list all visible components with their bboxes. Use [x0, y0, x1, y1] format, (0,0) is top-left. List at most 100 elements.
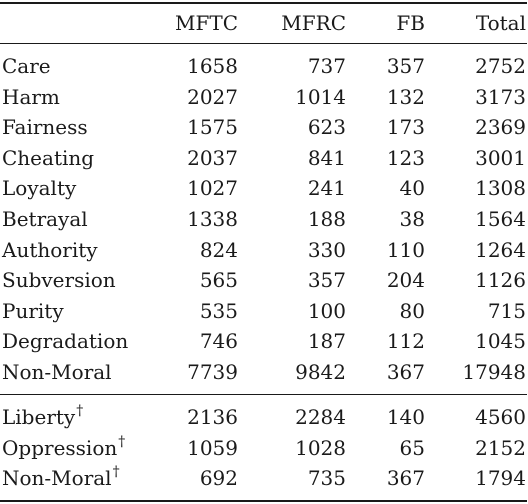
cell-mftc: 2037 — [187, 146, 238, 170]
cell-total: 2369 — [475, 115, 526, 139]
table-row: Non-Moral† 692 735 367 1794 — [0, 463, 528, 493]
bottom-rule — [0, 500, 527, 502]
cell-mftc: 1027 — [187, 176, 238, 200]
table-row: Harm 2027 1014 132 3173 — [0, 82, 528, 112]
cell-total: 2752 — [475, 54, 526, 78]
cell-fb: 367 — [386, 466, 425, 490]
header-row: MFTC MFRC FB Total — [0, 8, 528, 38]
cell-mfrc: 1028 — [295, 436, 346, 460]
row-label-text: Oppression — [2, 436, 118, 460]
cell-mftc: 692 — [199, 466, 238, 490]
row-label-text: Liberty — [2, 405, 76, 429]
cell-total: 1126 — [475, 268, 526, 292]
cell-mftc: 2027 — [187, 85, 238, 109]
row-label: Loyalty — [2, 176, 77, 200]
cell-fb: 40 — [399, 176, 425, 200]
cell-fb: 38 — [399, 207, 425, 231]
row-label: Oppression† — [2, 433, 125, 466]
table-row: Non-Moral 7739 9842 367 17948 — [0, 357, 528, 387]
cell-mftc: 7739 — [187, 360, 238, 384]
cell-total: 1564 — [475, 207, 526, 231]
row-label: Liberty† — [2, 402, 83, 435]
cell-mfrc: 100 — [307, 299, 346, 323]
cell-total: 1308 — [475, 176, 526, 200]
top-rule — [0, 2, 527, 4]
cell-fb: 80 — [399, 299, 425, 323]
cell-fb: 112 — [386, 329, 425, 353]
table-row: Betrayal 1338 188 38 1564 — [0, 204, 528, 234]
cell-total: 1264 — [475, 238, 526, 262]
cell-mftc: 565 — [199, 268, 238, 292]
row-label-text: Non-Moral — [2, 466, 112, 490]
cell-fb: 173 — [386, 115, 425, 139]
cell-mftc: 1658 — [187, 54, 238, 78]
cell-fb: 357 — [386, 54, 425, 78]
cell-mfrc: 735 — [307, 466, 346, 490]
cell-total: 3173 — [475, 85, 526, 109]
dagger-mark: † — [118, 434, 126, 450]
cell-mftc: 746 — [199, 329, 238, 353]
cell-mftc: 535 — [199, 299, 238, 323]
header-fb: FB — [396, 11, 425, 35]
row-label: Fairness — [2, 115, 88, 139]
table-row: Liberty† 2136 2284 140 4560 — [0, 402, 528, 432]
cell-mftc: 1338 — [187, 207, 238, 231]
cell-mfrc: 623 — [307, 115, 346, 139]
cell-mftc: 1575 — [187, 115, 238, 139]
row-label: Betrayal — [2, 207, 88, 231]
cell-fb: 65 — [399, 436, 425, 460]
cell-fb: 140 — [386, 405, 425, 429]
row-label: Authority — [2, 238, 98, 262]
cell-total: 1045 — [475, 329, 526, 353]
cell-mftc: 1059 — [187, 436, 238, 460]
cell-mfrc: 188 — [307, 207, 346, 231]
table-row: Fairness 1575 623 173 2369 — [0, 112, 528, 142]
cell-mfrc: 737 — [307, 54, 346, 78]
header-mfrc: MFRC — [281, 11, 346, 35]
header-mftc: MFTC — [175, 11, 238, 35]
cell-total: 4560 — [475, 405, 526, 429]
header-total: Total — [475, 11, 526, 35]
table-row: Care 1658 737 357 2752 — [0, 51, 528, 81]
cell-total: 17948 — [462, 360, 526, 384]
cell-total: 715 — [487, 299, 526, 323]
row-label: Care — [2, 54, 51, 78]
cell-mftc: 2136 — [187, 405, 238, 429]
table-row: Purity 535 100 80 715 — [0, 296, 528, 326]
table-row: Loyalty 1027 241 40 1308 — [0, 173, 528, 203]
cell-mfrc: 841 — [307, 146, 346, 170]
dagger-mark: † — [76, 403, 84, 419]
row-label: Degradation — [2, 329, 129, 353]
row-label: Subversion — [2, 268, 116, 292]
row-label: Harm — [2, 85, 60, 109]
row-label: Non-Moral† — [2, 463, 120, 496]
cell-fb: 123 — [386, 146, 425, 170]
cell-mfrc: 1014 — [295, 85, 346, 109]
row-label: Purity — [2, 299, 64, 323]
cell-mfrc: 187 — [307, 329, 346, 353]
table-row: Degradation 746 187 112 1045 — [0, 326, 528, 356]
table-row: Subversion 565 357 204 1126 — [0, 265, 528, 295]
cell-total: 1794 — [475, 466, 526, 490]
dagger-mark: † — [112, 464, 120, 480]
cell-fb: 132 — [386, 85, 425, 109]
cell-total: 2152 — [475, 436, 526, 460]
cell-mfrc: 9842 — [295, 360, 346, 384]
cell-mfrc: 357 — [307, 268, 346, 292]
header-rule — [0, 43, 527, 44]
row-label: Cheating — [2, 146, 95, 170]
cell-fb: 367 — [386, 360, 425, 384]
cell-fb: 204 — [386, 268, 425, 292]
cell-fb: 110 — [386, 238, 425, 262]
section-rule — [0, 394, 527, 395]
table-row: Authority 824 330 110 1264 — [0, 235, 528, 265]
cell-mftc: 824 — [199, 238, 238, 262]
row-label: Non-Moral — [2, 360, 112, 384]
table-row: Oppression† 1059 1028 65 2152 — [0, 433, 528, 463]
table-row: Cheating 2037 841 123 3001 — [0, 143, 528, 173]
cell-mfrc: 330 — [307, 238, 346, 262]
cell-total: 3001 — [475, 146, 526, 170]
cell-mfrc: 2284 — [295, 405, 346, 429]
cell-mfrc: 241 — [307, 176, 346, 200]
